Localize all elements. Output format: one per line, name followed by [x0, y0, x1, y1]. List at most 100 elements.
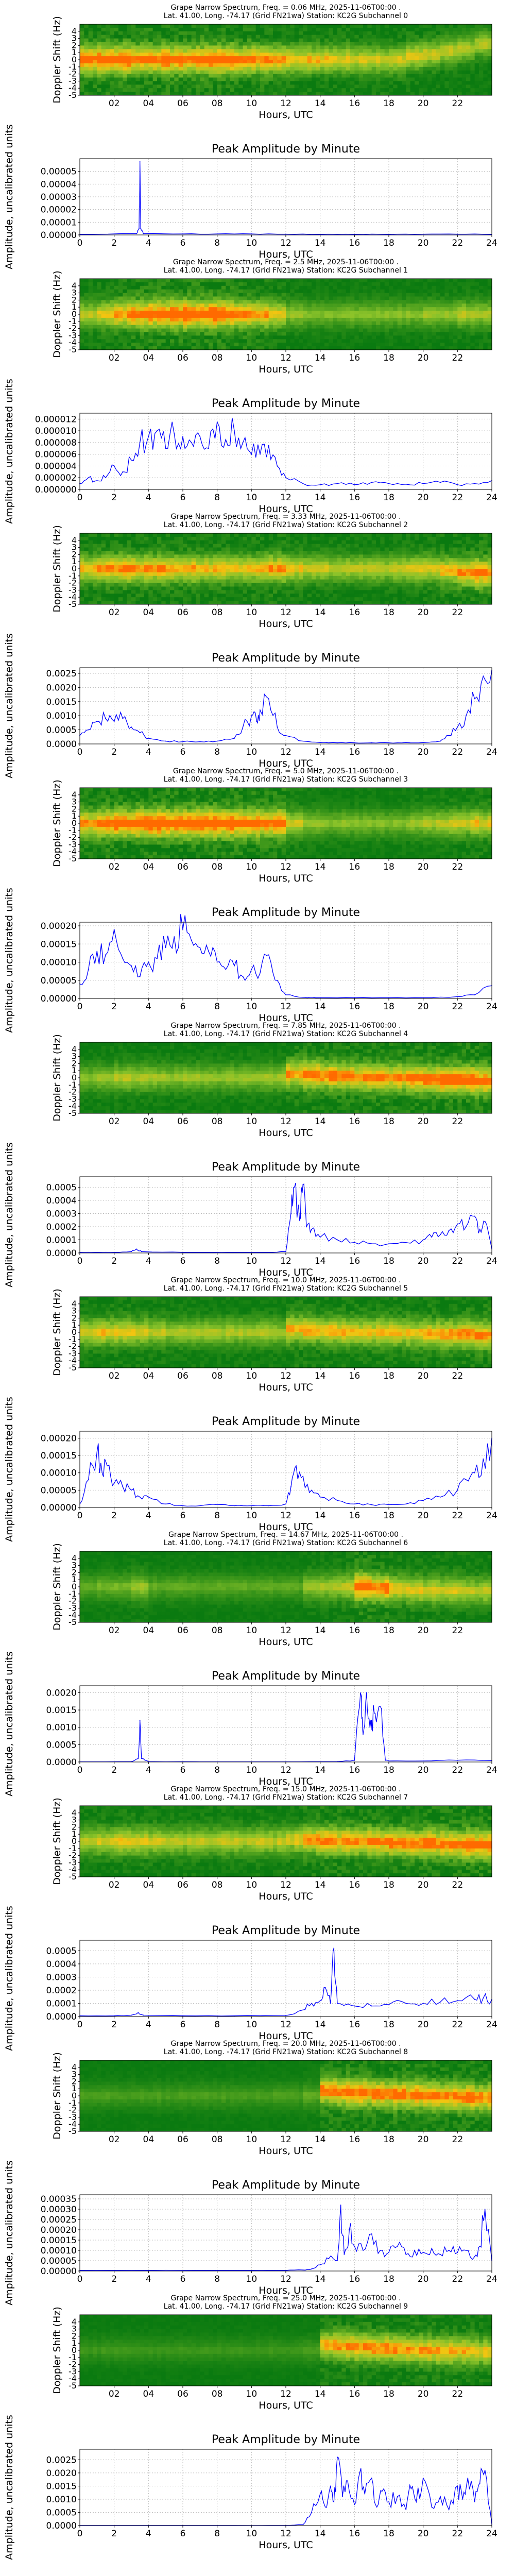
heatmap-cell — [410, 49, 415, 53]
heatmap-cell — [157, 547, 162, 552]
heatmap-cell — [118, 558, 123, 562]
amplitude-data-point — [131, 460, 132, 461]
heatmap-cell — [380, 63, 385, 67]
heatmap-cell — [264, 285, 269, 290]
x-tick-label: 08 — [212, 353, 223, 363]
heatmap-cell — [307, 66, 312, 71]
heatmap-cell — [230, 569, 235, 573]
heatmap-cell — [402, 74, 406, 78]
heatmap-cell — [106, 293, 110, 297]
heatmap-cell — [483, 332, 488, 336]
heatmap-cell — [444, 49, 450, 53]
heatmap-cell — [251, 547, 256, 552]
heatmap-cell — [118, 63, 123, 67]
heatmap-cell — [397, 325, 402, 329]
heatmap-cell — [363, 27, 368, 32]
heatmap-cell — [161, 346, 166, 350]
heatmap-cell — [243, 533, 248, 537]
heatmap-cell — [333, 282, 338, 286]
heatmap-cell — [174, 279, 179, 283]
heatmap-cell — [221, 45, 226, 49]
heatmap-cell — [200, 285, 205, 290]
heatmap-cell — [376, 88, 381, 92]
heatmap-cell — [247, 579, 252, 584]
heatmap-cell — [161, 63, 166, 67]
heatmap-cell — [461, 42, 467, 46]
heatmap-cell — [487, 317, 492, 322]
heatmap-cell — [118, 88, 123, 92]
heatmap-cell — [449, 84, 454, 89]
heatmap-cell — [123, 551, 128, 555]
heatmap-cell — [277, 74, 282, 78]
heatmap-cell — [183, 533, 187, 537]
heatmap-cell — [187, 77, 192, 81]
heatmap-cell — [251, 590, 256, 594]
amplitude-data-point — [165, 448, 166, 449]
heatmap-cell — [303, 311, 308, 315]
heatmap-cell — [440, 31, 445, 36]
heatmap-cell — [84, 285, 89, 290]
heatmap-cell — [191, 572, 196, 577]
heatmap-cell — [436, 314, 441, 318]
heatmap-cell — [187, 540, 192, 545]
heatmap-cell — [367, 346, 372, 350]
heatmap-cell — [106, 575, 110, 580]
heatmap-cell — [440, 296, 445, 300]
heatmap-cell — [290, 303, 295, 308]
heatmap-cell — [277, 60, 282, 64]
heatmap-cell — [118, 321, 123, 326]
heatmap-cell — [174, 296, 179, 300]
heatmap-cell — [255, 296, 261, 300]
heatmap-cell — [230, 575, 235, 580]
heatmap-cell — [123, 569, 128, 573]
heatmap-cell — [148, 285, 153, 290]
heatmap-cell — [110, 45, 115, 49]
heatmap-cell — [393, 53, 398, 57]
heatmap-cell — [93, 339, 97, 343]
heatmap-cell — [97, 597, 102, 601]
heatmap-cell — [316, 314, 321, 318]
heatmap-cell — [324, 346, 329, 350]
heatmap-cell — [144, 346, 149, 350]
heatmap-cell — [114, 296, 119, 300]
heatmap-cell — [148, 282, 153, 286]
heatmap-cell — [397, 279, 402, 283]
heatmap-cell — [410, 289, 415, 294]
heatmap-cell — [209, 339, 213, 343]
heatmap-cell — [324, 49, 329, 53]
heatmap-cell — [127, 279, 132, 283]
heatmap-cell — [415, 35, 419, 39]
heatmap-cell — [200, 70, 205, 75]
heatmap-cell — [217, 325, 222, 329]
heatmap-cell — [217, 335, 222, 340]
heatmap-cell — [324, 325, 329, 329]
x-tick-label: 04 — [143, 98, 154, 109]
heatmap-cell — [226, 293, 231, 297]
heatmap-cell — [419, 314, 424, 318]
heatmap-cell — [243, 321, 248, 326]
heatmap-cell — [161, 572, 166, 577]
heatmap-cell — [157, 92, 162, 95]
heatmap-cell — [402, 346, 406, 350]
heatmap-cell — [380, 307, 385, 311]
heatmap-cell — [174, 293, 179, 297]
heatmap-cell — [93, 572, 97, 577]
heatmap-cell — [354, 300, 359, 304]
heatmap-cell — [487, 325, 492, 329]
heatmap-cell — [114, 325, 119, 329]
heatmap-cell — [427, 66, 432, 71]
heatmap-cell — [337, 300, 342, 304]
heatmap-cell — [243, 77, 248, 81]
heatmap-cell — [148, 307, 153, 311]
heatmap-cell — [384, 27, 389, 32]
heatmap-cell — [191, 303, 196, 308]
heatmap-cell — [449, 335, 454, 340]
amplitude-data-point — [268, 445, 269, 446]
heatmap-cell — [101, 27, 106, 32]
heatmap-cell — [196, 56, 200, 60]
heatmap-cell — [341, 56, 347, 60]
heatmap-cell — [161, 49, 166, 53]
heatmap-cell — [114, 66, 119, 71]
heatmap-cell — [380, 293, 385, 297]
heatmap-cell — [127, 56, 132, 60]
